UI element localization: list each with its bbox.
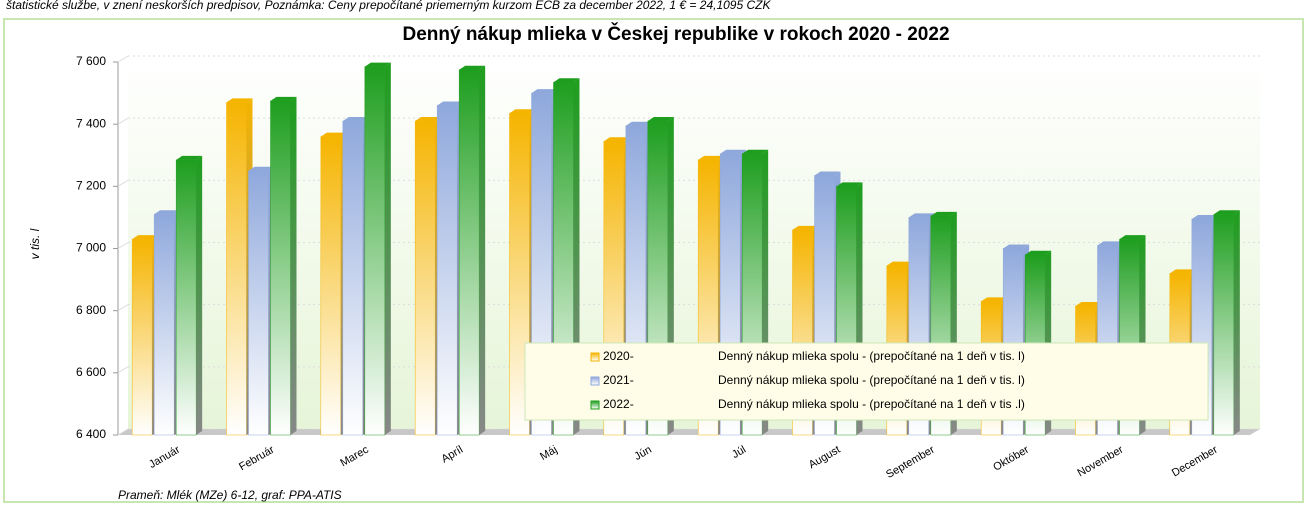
bar [342, 120, 364, 436]
legend-description: Denný nákup mlieka spolu - (prepočítané … [718, 373, 1025, 387]
bar [270, 100, 291, 436]
bar-top [509, 109, 536, 114]
grid-line [117, 179, 129, 187]
bar [248, 170, 269, 436]
bar-top [1191, 214, 1218, 219]
bar-top [625, 121, 652, 126]
legend-label: 2022- [603, 397, 634, 411]
bar-side [290, 96, 297, 436]
grid-line [117, 242, 129, 249]
bar-top [720, 149, 747, 154]
grid-line [117, 117, 129, 125]
bar [414, 120, 436, 436]
bar-top [1119, 235, 1146, 240]
bar-top [342, 117, 369, 122]
bar-side [1233, 210, 1240, 435]
bar-top [792, 225, 819, 230]
bar-top [270, 96, 297, 101]
bar [153, 214, 175, 436]
bar [320, 136, 342, 436]
y-tick-label: 7 400 [76, 116, 106, 130]
bar-top [698, 155, 725, 160]
bar [458, 69, 480, 436]
bar-top [886, 261, 913, 266]
bar-top [1169, 269, 1196, 274]
y-tick-label: 6 800 [76, 303, 106, 317]
bar-top [930, 211, 957, 216]
bar-top [320, 132, 347, 137]
bar-top [1025, 250, 1052, 255]
bar-top [1097, 241, 1124, 246]
chart-title: Denný nákup mlieka v Českej republike v … [402, 23, 949, 45]
bar [364, 66, 386, 436]
bar-top [437, 101, 464, 106]
bar-top [981, 297, 1008, 302]
bar-top [647, 117, 674, 122]
legend-label: 2021- [603, 373, 634, 387]
bar-top [1075, 302, 1102, 307]
grid-line [117, 55, 129, 63]
bar-top [415, 117, 442, 122]
bar-side [384, 62, 391, 435]
bar-top [814, 171, 841, 176]
bar-top [176, 155, 203, 160]
bar-top [154, 210, 181, 215]
grid-line [117, 366, 129, 374]
y-tick-label: 6 400 [76, 427, 106, 441]
bar-top [459, 65, 486, 70]
y-tick-label: 7 600 [76, 54, 106, 68]
bar [131, 238, 153, 436]
legend-swatch [590, 400, 600, 410]
bar-top [553, 78, 580, 83]
y-tick-label: 7 200 [76, 179, 106, 193]
y-axis-label: v tis. l [28, 228, 42, 259]
legend-swatch [590, 376, 600, 386]
legend-label: 2020- [603, 349, 634, 363]
bar-top [226, 98, 253, 103]
bar-top [364, 62, 391, 67]
bar-top [908, 213, 935, 218]
bar-top [1003, 244, 1030, 249]
bar-top [836, 182, 863, 187]
bar-top [1213, 210, 1240, 215]
bar-top [531, 89, 558, 94]
bar-side [196, 155, 203, 435]
source: Prameň: Mlék (MZe) 6-12, graf: PPA-ATIS [118, 488, 342, 502]
legend-description: Denný nákup mlieka spolu - (prepočítané … [718, 397, 1025, 411]
bar-side [479, 65, 486, 435]
y-tick-label: 7 000 [76, 241, 106, 255]
legend-swatch [590, 352, 600, 362]
legend-description: Denný nákup mlieka spolu - (prepočítané … [718, 349, 1025, 363]
grid-line [117, 428, 129, 436]
bar-top [248, 166, 275, 171]
bar [175, 159, 197, 436]
legend-box [524, 342, 1209, 421]
bar [226, 102, 247, 436]
y-tick-label: 6 600 [76, 365, 106, 379]
bar-top [132, 235, 159, 240]
bar-top [742, 149, 769, 154]
plot-floor [118, 429, 1260, 435]
header-note: štatistické službe, v znení neskorších p… [6, 0, 771, 12]
bar [1213, 214, 1235, 436]
bar [436, 105, 458, 436]
bar-top [603, 137, 630, 142]
grid-line [117, 304, 129, 312]
